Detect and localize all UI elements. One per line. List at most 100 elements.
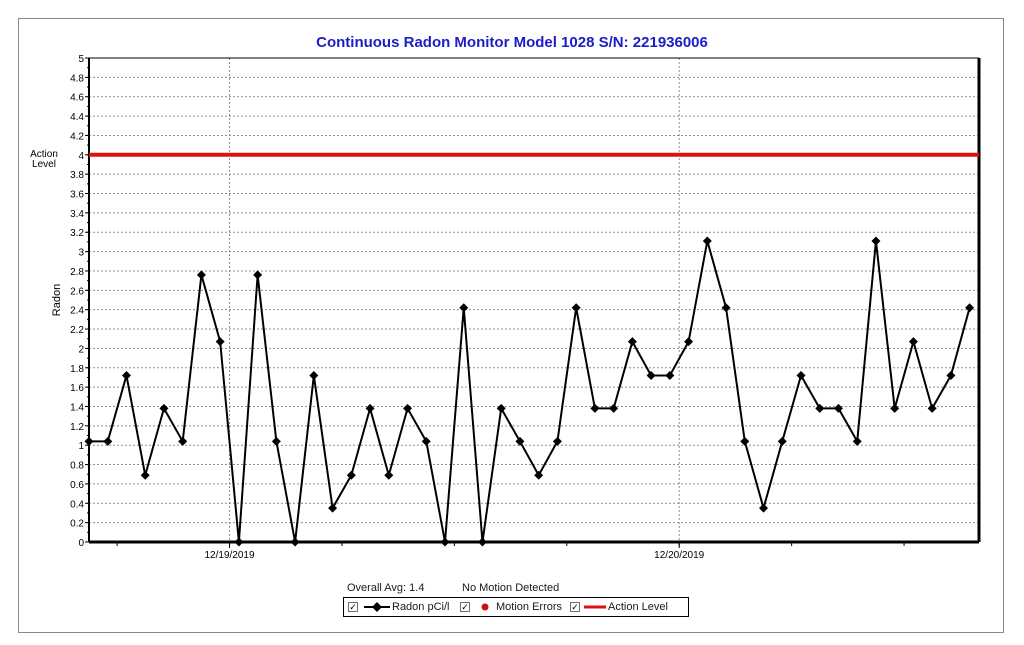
motion-status: No Motion Detected: [462, 582, 560, 594]
data-point: [871, 236, 881, 246]
data-point: [103, 436, 113, 446]
y-tick-label: 1.2: [70, 422, 84, 433]
data-point: [384, 470, 394, 480]
data-point: [253, 270, 263, 280]
data-point: [290, 537, 300, 547]
y-tick-label: 1: [78, 441, 84, 452]
data-point: [552, 436, 562, 446]
data-point: [965, 303, 975, 313]
data-point: [908, 337, 918, 347]
data-point: [534, 470, 544, 480]
data-point: [927, 403, 937, 413]
y-tick-label: 2.2: [70, 325, 84, 336]
y-tick-label: 1.6: [70, 383, 84, 394]
data-point: [121, 371, 131, 381]
data-point: [702, 236, 712, 246]
data-point: [740, 436, 750, 446]
y-tick-label: 1.4: [70, 402, 84, 413]
legend-label: Action Level: [608, 601, 668, 613]
data-point: [271, 436, 281, 446]
data-point: [721, 303, 731, 313]
y-tick-label: 0.4: [70, 499, 84, 510]
data-point: [759, 503, 769, 513]
data-point: [159, 403, 169, 413]
data-point: [665, 371, 675, 381]
data-point: [515, 436, 525, 446]
series-line: [89, 240, 971, 543]
y-tick-label: 1.8: [70, 364, 84, 375]
data-point: [815, 403, 825, 413]
y-axis-ticks: 0 0.2 0.4 0.6 0.8 1 1.2 1.4 1.6 1.8 2 2.2 2.4 2.6 2.8 3…: [70, 54, 89, 549]
y-tick-label: 3.6: [70, 190, 84, 201]
data-point: [421, 436, 431, 446]
red-dot-icon: [481, 603, 489, 611]
y-tick-label: 3.2: [70, 228, 84, 239]
radon-checkbox[interactable]: ✓: [348, 602, 358, 612]
x-tick-label: 12/19/2019: [204, 550, 254, 561]
y-tick-label: 2.6: [70, 286, 84, 297]
y-tick-label: 5: [78, 54, 84, 65]
y-tick-label: 4.6: [70, 93, 84, 104]
y-tick-label: 0.6: [70, 480, 84, 491]
legend-label: Radon pCi/l: [392, 601, 450, 613]
y-tick-label: 2: [78, 344, 84, 355]
y-tick-label: 3.4: [70, 209, 84, 220]
y-tick-label: 2.4: [70, 306, 84, 317]
legend-item-motion-errors[interactable]: ✓ Motion Errors: [460, 600, 568, 616]
data-point: [196, 270, 206, 280]
y-tick-label: 3: [78, 248, 84, 259]
data-point: [328, 503, 338, 513]
chart-frame: [18, 18, 1004, 633]
data-point: [852, 436, 862, 446]
data-point: [178, 436, 188, 446]
y-tick-label: 4.4: [70, 112, 84, 123]
overall-average: Overall Avg: 1.4: [347, 582, 425, 594]
grid: [89, 58, 979, 542]
data-point: [609, 403, 619, 413]
data-point: [833, 403, 843, 413]
y-tick-label: 3.8: [70, 170, 84, 181]
data-point: [627, 337, 637, 347]
y-tick-label: 0.8: [70, 461, 84, 472]
axes: [88, 57, 981, 544]
x-axis-ticks: 12/19/2019 12/20/2019: [116, 542, 905, 561]
legend-label: Motion Errors: [496, 601, 563, 613]
y-tick-label: 4: [78, 151, 84, 162]
data-point: [346, 470, 356, 480]
data-point: [946, 371, 956, 381]
red-line-icon: [584, 605, 606, 609]
data-point: [403, 403, 413, 413]
legend-item-radon[interactable]: ✓ Radon pCi/l: [348, 600, 464, 616]
legend-item-action-level[interactable]: ✓ Action Level: [570, 600, 686, 616]
y-axis-label: Radon: [51, 284, 63, 316]
diamond-line-icon: [364, 602, 390, 612]
data-point: [365, 403, 375, 413]
y-tick-label: 2.8: [70, 267, 84, 278]
data-point: [215, 337, 225, 347]
motion-errors-checkbox[interactable]: ✓: [460, 602, 470, 612]
data-point: [646, 371, 656, 381]
legend: ✓ Radon pCi/l ✓ Motion Errors ✓ Action L…: [343, 597, 689, 617]
action-level-label: Level: [32, 159, 56, 170]
data-point: [796, 371, 806, 381]
action-level-checkbox[interactable]: ✓: [570, 602, 580, 612]
data-point: [477, 537, 487, 547]
y-tick-label: 0: [78, 538, 84, 549]
data-point: [234, 537, 244, 547]
data-point: [496, 403, 506, 413]
data-point: [140, 470, 150, 480]
data-point: [590, 403, 600, 413]
action-level-label: Action: [30, 149, 58, 160]
data-point: [571, 303, 581, 313]
y-tick-label: 4.2: [70, 131, 84, 142]
y-tick-label: 4.8: [70, 73, 84, 84]
data-point: [84, 436, 94, 446]
y-tick-label: 0.2: [70, 519, 84, 530]
chart-title: Continuous Radon Monitor Model 1028 S/N:…: [316, 34, 708, 51]
data-point: [440, 537, 450, 547]
data-point: [684, 337, 694, 347]
action-level: Action Level: [30, 149, 979, 170]
x-tick-label: 12/20/2019: [654, 550, 704, 561]
data-point: [459, 303, 469, 313]
